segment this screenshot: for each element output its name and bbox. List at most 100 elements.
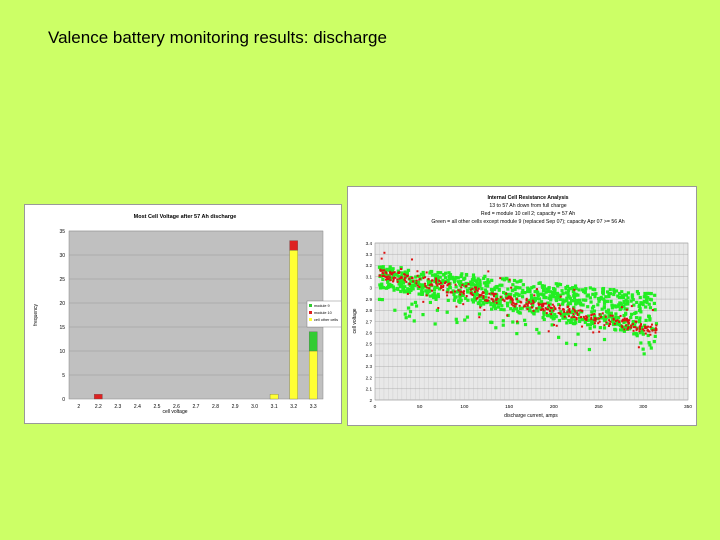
histogram-bar-cell-other-cells: [289, 250, 298, 400]
scatter-point-red: [558, 307, 561, 310]
scatter-point-red: [471, 294, 474, 297]
scatter-point-green: [573, 284, 578, 288]
scatter-point-green: [599, 296, 603, 301]
scatter-point-green: [629, 312, 634, 316]
scatter-point-red: [572, 313, 575, 316]
scatter-point-red: [623, 328, 626, 331]
scatter-point-green: [442, 273, 446, 277]
scatter-point-green: [504, 295, 508, 299]
scatter-point-green: [537, 281, 541, 286]
scatter-point-green: [433, 322, 437, 326]
scatter-point-red: [481, 291, 484, 294]
scatter-point-green: [551, 307, 555, 311]
scatter-point-red: [568, 315, 571, 318]
scatter-point-red: [551, 303, 554, 306]
scatter-point-red: [541, 308, 544, 311]
scatter-point-green: [487, 280, 491, 284]
scatter-point-red: [511, 299, 514, 302]
scatter-point-green: [602, 301, 607, 305]
scatter-point-green: [535, 297, 539, 301]
scatter-gridlines: [374, 242, 689, 401]
scatter-point-red: [590, 316, 593, 319]
scatter-point-red: [478, 295, 481, 298]
scatter-point-red: [424, 282, 427, 285]
scatter-point-green: [386, 280, 390, 284]
scatter-point-green: [570, 317, 574, 321]
scatter-point-green: [560, 313, 564, 317]
scatter-point-red: [530, 306, 533, 309]
scatter-point-green: [639, 301, 643, 305]
scatter-point-red: [655, 329, 658, 332]
scatter-point-red: [654, 329, 657, 332]
scatter-point-green: [509, 307, 513, 311]
scatter-point-green: [605, 310, 609, 314]
scatter-point-green: [447, 271, 451, 275]
scatter-point-red: [482, 296, 485, 299]
scatter-point-green: [633, 311, 637, 316]
scatter-point-red: [389, 279, 392, 282]
histogram-x-tick-label: 3.1: [271, 404, 278, 410]
scatter-point-green: [416, 286, 420, 291]
scatter-point-red: [444, 281, 447, 284]
scatter-point-red: [518, 304, 521, 307]
scatter-point-red: [612, 317, 615, 320]
scatter-title-line: Red = module 10 cell 2; capacity = 57 Ah: [481, 211, 575, 217]
scatter-point-green: [539, 292, 543, 296]
scatter-point-red: [593, 319, 596, 322]
scatter-point-red: [408, 283, 411, 286]
scatter-point-red: [463, 290, 466, 293]
scatter-point-green: [403, 289, 407, 293]
scatter-point-red: [532, 301, 535, 304]
scatter-point-green: [506, 304, 510, 308]
scatter-point-red: [403, 273, 406, 276]
scatter-point-green: [644, 318, 648, 323]
scatter-x-tick-label: 150: [505, 404, 513, 410]
scatter-point-green: [549, 298, 553, 302]
scatter-point-green: [413, 283, 417, 288]
scatter-point-green: [458, 283, 462, 287]
histogram-x-tick-label: 2.3: [114, 404, 121, 410]
scatter-point-green: [497, 288, 501, 292]
scatter-point-green: [399, 289, 403, 294]
scatter-point-green: [511, 308, 515, 313]
scatter-point-red: [635, 329, 638, 332]
scatter-point-red: [632, 326, 635, 329]
scatter-point-red: [390, 273, 393, 276]
scatter-point-green: [397, 282, 401, 286]
scatter-y-tick-label: 2.8: [366, 308, 373, 313]
scatter-point-red: [645, 326, 648, 329]
scatter-point-red: [435, 277, 438, 280]
scatter-point-red: [644, 332, 647, 335]
scatter-point-red: [625, 317, 628, 320]
scatter-point-red: [446, 291, 449, 294]
scatter-point-green: [482, 281, 487, 285]
scatter-point-red: [526, 304, 529, 307]
scatter-point-red: [581, 325, 584, 328]
scatter-point-green: [557, 294, 561, 299]
scatter-point-red: [511, 297, 514, 300]
scatter-point-green: [586, 318, 590, 323]
scatter-point-green: [470, 298, 474, 302]
scatter-point-green: [478, 278, 482, 282]
histogram-y-tick-label: 15: [59, 325, 65, 331]
scatter-point-green: [591, 304, 596, 309]
histogram-y-tick-label: 25: [59, 277, 65, 283]
scatter-point-green: [641, 302, 645, 307]
scatter-point-red: [380, 257, 383, 260]
scatter-point-green: [643, 291, 647, 296]
scatter-x-tick-label: 200: [550, 404, 558, 410]
scatter-point-red: [408, 277, 411, 280]
scatter-point-red: [530, 302, 533, 305]
scatter-point-red: [442, 286, 445, 289]
scatter-point-green: [514, 292, 518, 296]
scatter-point-green: [413, 300, 418, 305]
scatter-point-green: [484, 291, 488, 296]
scatter-point-red: [625, 319, 628, 322]
histogram-x-label: cell voltage: [162, 409, 187, 415]
scatter-point-green: [513, 287, 517, 292]
scatter-point-red: [396, 278, 399, 281]
scatter-point-green: [414, 304, 419, 308]
scatter-point-red: [475, 286, 478, 289]
scatter-point-green: [645, 291, 650, 296]
histogram-x-ticks: 2 2.2 2.3 2.4 2.5 2.6 2.7 2.8 2.9 3.0 3.1 3.2 3.3: [77, 404, 317, 410]
